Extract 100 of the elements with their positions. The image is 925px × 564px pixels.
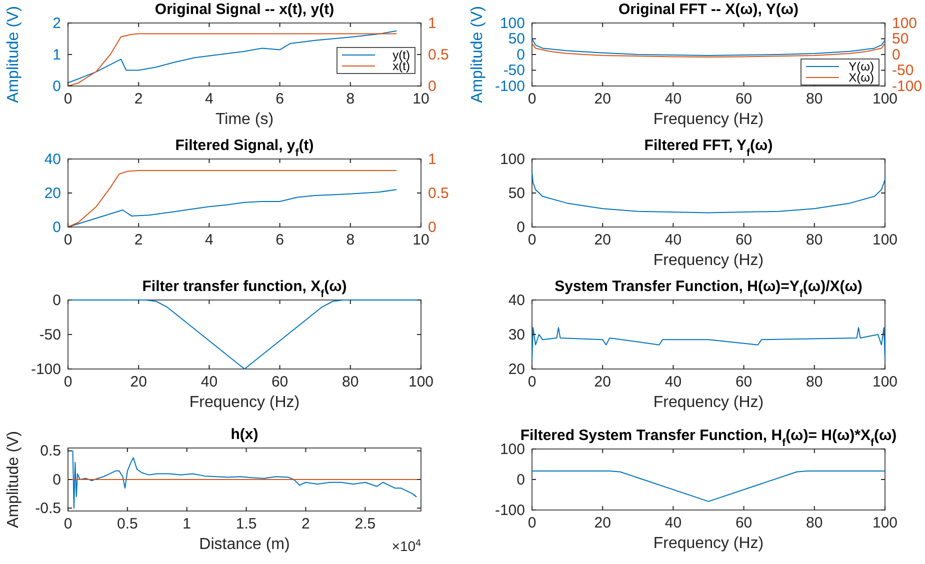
y2-tick-label: 50: [892, 30, 909, 48]
x-tick-label: 100: [872, 90, 898, 108]
x-tick-label: 20: [594, 514, 611, 532]
x-tick-label: 40: [664, 232, 682, 249]
x-tick-label: 0.5: [117, 516, 138, 533]
legend-label: Y(ω): [848, 60, 874, 74]
x-tick-label: 80: [342, 374, 359, 391]
y-tick-label: 0: [516, 218, 525, 236]
x-axis-title: Frequency (Hz): [653, 252, 764, 269]
x-tick-label: 60: [735, 232, 752, 249]
line-series: [68, 170, 397, 228]
chart-title: h(x): [230, 426, 258, 443]
y-tick-label: 50: [508, 184, 525, 202]
chart-title: Original Signal -- x(t), y(t): [154, 1, 334, 18]
y2-tick-label: -50: [892, 62, 914, 80]
y-tick-label: 2: [52, 14, 61, 32]
y-tick-label: 20: [44, 184, 61, 202]
chart-title: Original FFT -- X(ω), Y(ω): [618, 1, 799, 18]
x-tick-label: 10: [412, 232, 430, 249]
x-tick-label: 20: [130, 374, 147, 391]
x-tick-label: 40: [664, 514, 682, 532]
chart-title: System Transfer Function, H(ω)=Y$_{f}$(ω)/X(ω): [554, 278, 862, 300]
x-tick-label: 0: [64, 374, 72, 391]
chart-title: Filter transfer function, X$_{f}$(ω): [142, 278, 347, 300]
y2-tick-label: 0: [428, 78, 436, 95]
x-tick-label: 6: [276, 90, 284, 108]
y-tick-label: 50: [508, 30, 525, 48]
y-tick-label: 0: [516, 46, 525, 64]
x-axis-title: Frequency (Hz): [653, 111, 764, 128]
x-tick-label: 1.5: [236, 516, 257, 533]
x-tick-label: 4: [205, 232, 214, 249]
y2-tick-label: 100: [892, 14, 918, 32]
x-tick-label: 80: [806, 232, 823, 249]
x-tick-label: 0: [528, 90, 536, 108]
line-series: [532, 327, 886, 360]
x-tick-label: 60: [735, 514, 752, 532]
x-tick-label: 0: [528, 232, 536, 249]
x-tick-label: 0: [528, 374, 536, 391]
y-tick-label: -0.5: [35, 500, 61, 517]
x-tick-label: 100: [872, 514, 898, 532]
x-tick-label: 40: [664, 374, 682, 391]
x-tick-label: 60: [735, 90, 752, 108]
y-tick-label: -100: [494, 78, 525, 95]
y2-tick-label: 1: [428, 150, 436, 168]
chart-title: Filtered FFT, Y$_{f}$(ω): [644, 137, 773, 159]
x-tick-label: 4: [205, 90, 214, 108]
line-series: [72, 450, 417, 509]
line-series: [68, 300, 422, 370]
x-axis-title: Frequency (Hz): [653, 394, 764, 411]
y2-tick-label: 0.5: [428, 46, 449, 64]
x-tick-label: 100: [408, 374, 434, 391]
x-tick-label: 80: [806, 90, 823, 108]
y-tick-label: -100: [30, 360, 61, 378]
x-axis-title: Frequency (Hz): [653, 535, 764, 552]
x-tick-label: 0: [64, 90, 72, 108]
y-tick-label: 0.5: [40, 442, 61, 460]
x-axis-title: Distance (m): [199, 536, 290, 553]
y2-tick-label: 0: [428, 218, 436, 236]
y-tick-label: 20: [508, 360, 525, 378]
x-tick-label: 40: [200, 374, 218, 391]
y-tick-label: 0: [516, 471, 525, 488]
x-tick-label: 60: [271, 374, 288, 391]
x-tick-label: 100: [872, 374, 898, 391]
y-tick-label: 30: [508, 326, 525, 344]
y-tick-label: 0: [52, 78, 61, 95]
line-series: [532, 42, 886, 58]
y-axis-title: Amplitude (V): [5, 6, 22, 103]
x-tick-label: 20: [594, 90, 611, 108]
y-tick-label: 0: [52, 218, 61, 236]
x-tick-label: 0: [64, 232, 72, 249]
x-tick-label: 1: [182, 516, 192, 533]
x-tick-label: 2: [302, 516, 310, 533]
x-tick-label: 80: [806, 374, 823, 391]
x-tick-label: 2: [134, 232, 143, 249]
x-axis-title: Time (s): [215, 111, 274, 128]
x-tick-label: 10: [412, 90, 430, 108]
y-tick-label: 40: [508, 292, 525, 309]
x-tick-label: 40: [664, 90, 682, 108]
line-series: [532, 38, 886, 56]
x-tick-label: 2.5: [354, 516, 376, 533]
x-tick-label: 2: [134, 90, 143, 108]
x-tick-label: 100: [872, 232, 898, 249]
x-axis-title: Frequency (Hz): [189, 394, 300, 411]
y-tick-label: 40: [44, 150, 61, 168]
chart-title: Filtered Signal, y$_{f}$(t): [175, 137, 314, 159]
x-tick-label: 6: [276, 232, 284, 249]
x-tick-label: 8: [346, 232, 355, 249]
x-tick-label: 0: [64, 516, 72, 533]
y-tick-label: -50: [39, 326, 61, 344]
y2-tick-label: 0: [892, 46, 900, 64]
line-series: [532, 172, 886, 214]
y-tick-label: 0: [52, 292, 61, 309]
y-tick-label: 100: [500, 14, 525, 32]
text: ×10$^{4}$: [392, 538, 422, 554]
x-tick-label: 8: [346, 90, 355, 108]
y2-tick-label: 0.5: [428, 184, 449, 202]
y-tick-label: 1: [52, 46, 61, 64]
y-axis-title: Amplitude (V): [469, 6, 486, 103]
y2-tick-label: 1: [428, 14, 436, 32]
y-tick-label: -50: [503, 62, 525, 80]
